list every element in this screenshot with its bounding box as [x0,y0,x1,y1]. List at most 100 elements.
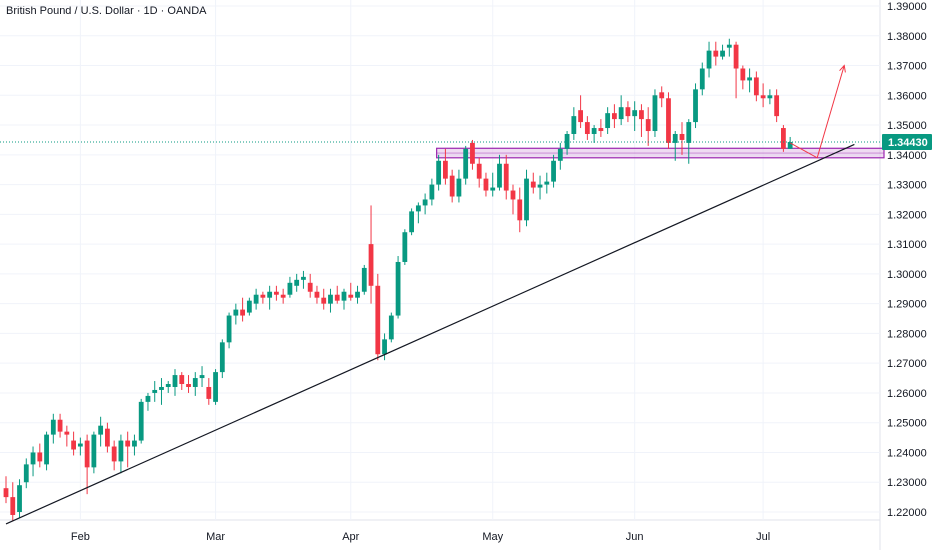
y-tick-label: 1.31000 [887,239,927,251]
y-tick-label: 1.26000 [887,388,927,400]
price-axis[interactable]: 1.22000 1.23000 1.24000 1.25000 1.26000 1.270… [882,1,932,519]
y-tick-label: 1.23000 [887,477,927,489]
candle-body [699,68,705,90]
candle-body [787,142,793,149]
trendline[interactable] [5,143,855,525]
candle-body [612,113,617,120]
candle-body [436,160,442,185]
candle-body [402,232,408,262]
candle-body [172,375,178,387]
candle-body [132,440,137,447]
candle-body [280,294,286,298]
candle-body [77,443,83,447]
current-price-label: 1.34430 [888,137,928,149]
candle-body [138,401,144,441]
candle-body [605,113,611,129]
candle-body [233,309,239,316]
y-tick-label: 1.24000 [887,447,927,459]
y-tick-label: 1.29000 [887,299,927,311]
candle-body [490,187,496,191]
y-tick-label: 1.38000 [887,31,927,43]
candle-body [118,440,124,462]
candle-body [497,163,502,188]
x-tick-label: Apr [342,531,359,543]
candle-body [503,163,509,191]
candle-body [544,181,550,185]
candle-body [253,294,259,304]
candle-body [314,291,320,298]
current-price-badge [882,134,932,151]
candle-body [443,160,448,179]
candle-body [618,107,624,120]
time-axis[interactable]: Feb Mar Apr May Jun Jul [71,531,770,543]
candle-body [584,122,590,134]
candle-body [307,282,313,292]
support-zone[interactable] [436,147,885,159]
y-tick-label: 1.36000 [887,90,927,102]
candle-body [226,315,232,343]
x-tick-label: Feb [71,531,90,543]
y-tick-label: 1.37000 [887,61,927,73]
candle-body [71,440,76,450]
candle-body [720,50,725,57]
candle-body [287,282,293,295]
candle-body [571,116,577,134]
candle-body [3,488,9,498]
x-tick-label: Jun [626,531,644,543]
candle-body [165,384,171,387]
candle-body [672,133,678,143]
candle-body [50,419,56,435]
candle-body [449,175,455,197]
candle-body [348,294,354,298]
candle-body [179,375,185,385]
x-tick-label: May [482,531,503,543]
candle-body [206,386,212,399]
candle-body [105,428,110,447]
candle-body [510,190,516,200]
projection-arrowhead [839,64,846,73]
candle-body [84,440,90,468]
candle-body [10,497,16,515]
candle-body [213,372,218,402]
candle-body [422,199,428,206]
candle-body [240,309,245,316]
candle-body [733,44,739,69]
y-tick-label: 1.25000 [887,418,927,430]
candle-body [152,389,158,393]
candle-body [456,178,462,197]
candle-body [598,128,604,132]
y-tick-label: 1.39000 [887,1,927,13]
y-tick-label: 1.35000 [887,120,927,132]
candle-body [388,315,394,340]
candle-body [37,452,43,462]
y-tick-label: 1.30000 [887,269,927,281]
candle-body [30,452,36,465]
candle-body [159,386,164,390]
candle-body [274,291,279,295]
projection-path[interactable] [789,65,845,159]
candle-body [145,395,151,402]
candle-body [767,95,773,99]
candle-body [693,89,698,123]
candle-body [341,291,347,301]
candle-body [564,133,570,149]
candle-body [625,107,631,117]
x-tick-label: Jul [756,531,770,543]
candle-body [483,178,489,191]
candle-body [267,291,273,298]
candle-body [747,77,752,81]
candle-body [679,133,685,140]
chart-title: British Pound / U.S. Dollar · 1D · OANDA [6,5,207,17]
candle-body [578,110,583,123]
candle-body [463,148,469,179]
drawings[interactable] [0,64,880,525]
candle-body [476,163,482,179]
candle-body [361,267,367,292]
candle-body [740,68,746,81]
candle-body [328,294,333,304]
candle-body [368,244,374,286]
candle-body [260,294,266,298]
y-tick-label: 1.32000 [887,209,927,221]
candle-body [557,148,563,161]
